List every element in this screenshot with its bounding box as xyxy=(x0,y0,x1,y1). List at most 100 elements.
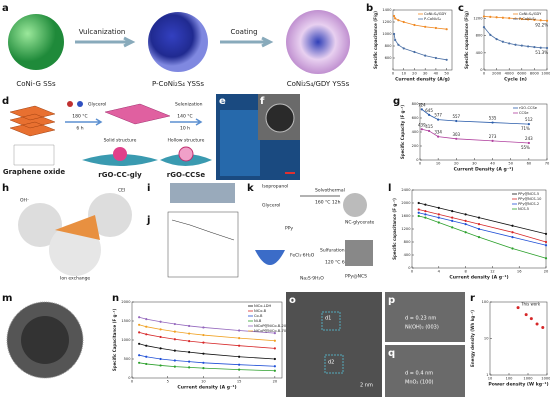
panel-letter: h xyxy=(2,183,9,194)
point xyxy=(202,333,205,337)
label: d = 0.23 nm xyxy=(405,316,436,322)
label: P-CoNi₂S₄ YSSs xyxy=(152,80,204,88)
x-tick-label: 0 xyxy=(392,72,395,76)
x-tick-label: 20 xyxy=(544,270,549,274)
label: NC-glycerate xyxy=(345,220,375,226)
y-tick-label: 10 xyxy=(484,337,489,341)
y-tick-label: 1200 xyxy=(401,227,411,231)
point xyxy=(516,306,520,310)
graphene xyxy=(9,105,56,137)
annotation: 92.2% xyxy=(535,23,548,28)
label: 10 h xyxy=(180,126,190,132)
point xyxy=(420,128,423,131)
series-line xyxy=(139,316,275,334)
point xyxy=(417,201,420,205)
point xyxy=(464,219,467,222)
point xyxy=(397,19,400,22)
y-tick-label: 1000 xyxy=(121,338,131,342)
point xyxy=(527,123,530,126)
label: Ion exchange xyxy=(60,276,90,282)
point xyxy=(544,244,548,247)
y-tick-label: 0 xyxy=(128,376,131,380)
point xyxy=(145,318,148,321)
point xyxy=(544,232,548,235)
point xyxy=(145,325,148,328)
point xyxy=(539,19,542,22)
point xyxy=(188,324,191,328)
legend-label: NiCo-B xyxy=(254,309,267,313)
arrow xyxy=(170,118,203,126)
point xyxy=(529,317,533,321)
point xyxy=(238,363,241,366)
scale-bar xyxy=(285,172,295,174)
point xyxy=(202,341,205,344)
label: d = 0.4 nm xyxy=(405,371,433,377)
y-tick-label: 2400 xyxy=(401,188,411,192)
value-label: 645 xyxy=(425,108,433,113)
arrow xyxy=(220,36,274,48)
label: CEI xyxy=(118,188,125,194)
region xyxy=(321,311,341,331)
point xyxy=(501,40,504,43)
label: Vulcanization xyxy=(79,28,126,36)
legend-label: P-CoNi₂S₄ xyxy=(424,17,442,21)
point xyxy=(514,43,517,46)
value-label: 273 xyxy=(489,134,497,139)
label: Glycerol xyxy=(262,203,280,209)
arrow xyxy=(65,118,103,126)
point xyxy=(238,329,241,332)
label: d2 xyxy=(328,360,334,366)
series-line xyxy=(421,128,529,144)
y-axis-label: Specific capacitance (F g⁻¹) xyxy=(392,198,397,260)
point xyxy=(159,335,162,339)
y-tick-label: 500 xyxy=(124,357,132,361)
sphere xyxy=(178,146,194,162)
panel-e-f: e f xyxy=(216,94,300,180)
legend-label: NCS-5 xyxy=(518,207,529,211)
label: 160 °C 12h xyxy=(315,200,341,206)
point xyxy=(417,208,420,211)
point xyxy=(539,46,542,49)
point xyxy=(138,331,141,334)
x-axis-label: Current density (A/g) xyxy=(395,77,450,83)
x-axis-label: Current density (A g⁻¹) xyxy=(449,275,508,281)
panel-letter: q xyxy=(388,348,395,359)
panel-letter: a xyxy=(2,3,9,14)
point xyxy=(477,227,481,231)
x-tick-label: 70 xyxy=(545,162,550,166)
legend-label: CoNi₂S₄/GDY xyxy=(519,12,542,16)
label: FeCl₃·6H₂O xyxy=(290,253,315,259)
particle xyxy=(265,103,295,133)
x-tick-label: 50 xyxy=(444,72,449,76)
y-tick-label: 800 xyxy=(412,102,420,106)
value-label: 243 xyxy=(525,136,533,141)
panel-letter: g xyxy=(393,96,400,107)
sphere xyxy=(286,10,350,74)
point xyxy=(159,364,162,367)
point xyxy=(417,211,420,214)
particle xyxy=(343,193,367,217)
point xyxy=(427,129,431,133)
point xyxy=(489,33,492,36)
legend-label: Co-B xyxy=(254,314,263,318)
point xyxy=(437,216,440,219)
point xyxy=(545,46,549,50)
point xyxy=(464,231,467,234)
y-tick-label: 400 xyxy=(412,130,420,134)
particle xyxy=(88,193,132,237)
y-tick-label: 100 xyxy=(482,300,490,304)
point xyxy=(491,121,494,124)
point xyxy=(424,210,427,213)
point xyxy=(451,216,454,219)
y-tick-label: 0 xyxy=(480,68,483,72)
point xyxy=(520,17,523,21)
y-tick-label: 800 xyxy=(385,44,393,48)
x-tick-label: 10 xyxy=(401,72,406,76)
label: OH⁻ xyxy=(20,198,30,204)
point xyxy=(273,332,276,335)
point xyxy=(402,47,405,50)
x-tick-label: 0 xyxy=(483,72,486,76)
point xyxy=(159,347,162,350)
point xyxy=(524,313,528,317)
legend-label: NiCoP@NiCo-B-70 xyxy=(254,329,287,333)
